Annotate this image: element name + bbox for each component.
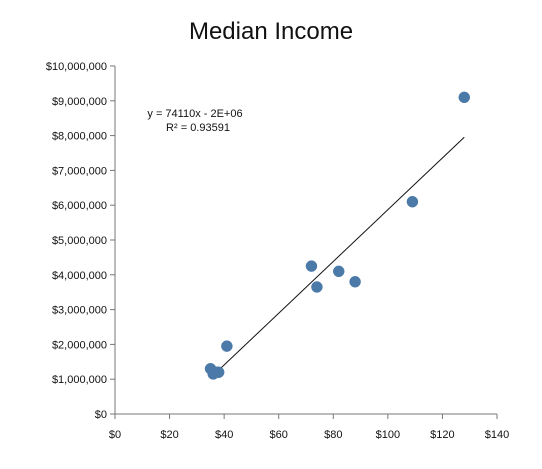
x-tick-label: $140	[485, 429, 509, 441]
y-tick-label: $2,000,000	[52, 339, 107, 351]
x-tick-label: $40	[215, 429, 233, 441]
y-tick-label: $8,000,000	[52, 131, 107, 143]
x-tick-label: $100	[376, 429, 400, 441]
data-point	[305, 260, 318, 272]
y-tick-label: $1,000,000	[52, 374, 107, 386]
chart-title: Median Income	[188, 18, 354, 45]
axes: $0 $1,000,000 $2,000,000 $3,000,000 $4,000,0…	[46, 61, 509, 441]
points-group	[204, 91, 471, 380]
trendline	[211, 136, 465, 378]
x-tick-label: $80	[324, 429, 342, 441]
data-point	[221, 340, 233, 352]
annotation-group: y = 74110x - 2E+06 R² = 0.93591	[147, 108, 242, 134]
x-tick-label: $0	[109, 429, 121, 441]
y-tick-label: $5,000,000	[52, 235, 107, 247]
y-tick-label: $9,000,000	[52, 96, 107, 108]
data-point	[212, 366, 225, 378]
y-tick-label: $4,000,000	[52, 270, 107, 282]
x-tick-label: $120	[430, 429, 454, 441]
y-tick-label: $7,000,000	[52, 165, 107, 177]
data-point	[458, 91, 471, 104]
data-point	[349, 276, 361, 288]
y-tick-label: $10,000,000	[46, 61, 107, 73]
x-tick-label: $20	[160, 429, 178, 441]
trendline-group	[211, 136, 465, 378]
data-point	[332, 265, 345, 278]
y-tick-label: $3,000,000	[52, 305, 107, 317]
y-tick-label: $0	[95, 409, 107, 421]
y-tick-label: $6,000,000	[52, 200, 107, 212]
trendline-equation: y = 74110x - 2E+06	[147, 108, 242, 120]
data-point	[406, 195, 419, 208]
r2-label: R² = 0.93591	[166, 122, 230, 134]
data-point	[311, 281, 323, 293]
x-tick-label: $60	[270, 429, 288, 441]
